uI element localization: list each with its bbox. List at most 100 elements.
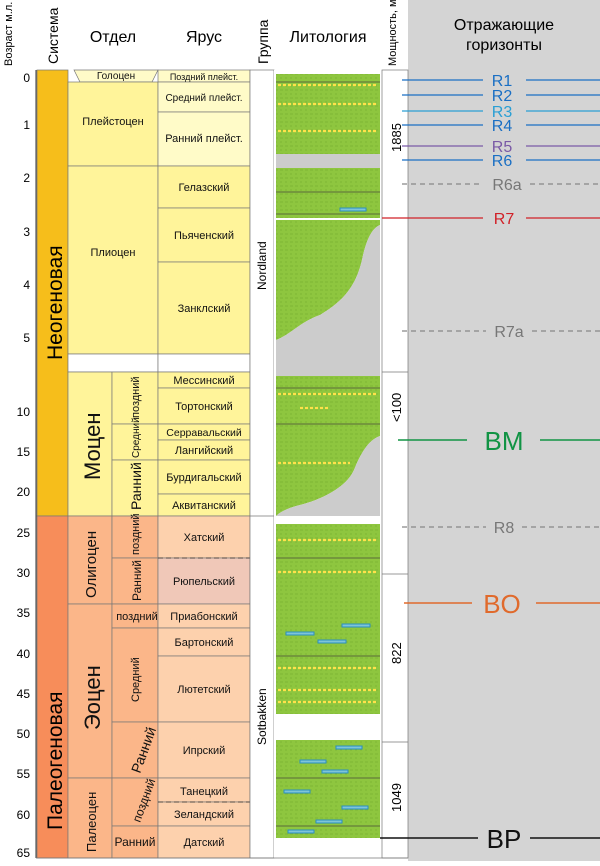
- eocene-cell: [67, 603, 113, 779]
- horizons: R1 R2 R3 R4 R5 R6 R6a R7 R7a BM: [380, 73, 600, 854]
- eocene-late-label: поздний: [116, 611, 158, 623]
- stage-cell: [157, 721, 251, 779]
- stage-cell: [157, 801, 251, 827]
- age-tick: 1: [23, 118, 30, 132]
- lithology-block: [276, 74, 380, 154]
- neogene-block: [36, 69, 69, 517]
- paleogene-label: Палеогеновая: [44, 691, 67, 830]
- miocene-middle-cell: [111, 423, 159, 461]
- lithology-wedge: [276, 432, 380, 516]
- stage-label: Танецкий: [180, 786, 228, 798]
- stage-label: Ипрский: [183, 745, 226, 757]
- stage-label: Бартонский: [175, 637, 234, 649]
- thickness-column: 1885 <100 822 1049: [381, 69, 409, 859]
- stage-label: Ранний плейст.: [165, 133, 243, 145]
- horizon-R2: R2: [492, 88, 513, 105]
- paleocene-cell: [67, 777, 113, 859]
- age-tick: 0: [23, 71, 30, 85]
- age-tick-labels: 0 1 2 3 4 5 10 15 20 25 30 35 40 45 50 5…: [17, 71, 31, 860]
- nordland-label: Nordland: [255, 241, 269, 290]
- age-tick: 40: [17, 647, 31, 661]
- stage-cell: [157, 387, 251, 425]
- sand-streaks: [278, 83, 378, 704]
- miocene-cell: [67, 371, 113, 517]
- eocene-middle-label: Средний: [130, 657, 142, 702]
- horizon-R6: R6: [492, 153, 513, 170]
- age-header: Возраст м.л.: [3, 2, 15, 66]
- horizons-header-2: горизонты: [466, 37, 542, 54]
- lithology-block: [276, 376, 380, 432]
- pliocene-label: Плиоцен: [91, 247, 136, 259]
- age-axis: 0 1 2 3 4 5 10 15 20 25 30 35 40 45 50 5…: [0, 70, 37, 861]
- oligocene-early-cell: [111, 557, 159, 605]
- stage-label: Бурдигальский: [166, 472, 241, 484]
- horizon-R8: R8: [494, 520, 515, 537]
- shale-lines: [276, 81, 380, 827]
- horizon-R1: R1: [492, 73, 513, 90]
- paleocene-early-label: Ранний: [115, 835, 156, 849]
- stage-label: Датский: [184, 837, 225, 849]
- holocene-label: Голоцен: [97, 71, 135, 82]
- miocene-middle-label: Средний: [131, 417, 142, 458]
- neogene-gap: [67, 353, 159, 373]
- pleistocene-label: Плейстоцен: [82, 116, 144, 128]
- miocene-label: Моцен: [80, 412, 105, 480]
- age-tick: 5: [23, 331, 30, 345]
- stage-label: Тортонский: [175, 401, 233, 413]
- system-header: Система: [45, 7, 61, 64]
- pliocene-cell: [67, 165, 159, 355]
- stage-cell: [157, 111, 251, 167]
- horizons-header-1: Отражающие: [454, 17, 554, 34]
- paleogene-block: [36, 515, 69, 859]
- sotbakken-label: Sotbakken: [255, 688, 269, 745]
- age-tick: 50: [17, 727, 31, 741]
- age-tick: 20: [17, 485, 31, 499]
- lithology-gap: [276, 714, 380, 740]
- oligocene-early-label: Ранний: [130, 560, 144, 601]
- stage-header: Ярус: [186, 29, 222, 46]
- system-column: Неогеновая Палеогеновая: [36, 69, 69, 859]
- thickness-100: <100: [389, 393, 404, 422]
- stage-cell: [157, 261, 251, 355]
- horizon-R5: R5: [492, 139, 513, 156]
- oligocene-late-label: поздний: [130, 513, 142, 555]
- series-header: Отдел: [90, 29, 136, 46]
- age-tick: 4: [23, 278, 30, 292]
- miocene-late-label: поздний: [130, 376, 142, 418]
- stage-cell: [157, 655, 251, 723]
- horizon-BP: BP: [487, 824, 522, 854]
- pleistocene-cell: [67, 81, 159, 167]
- oligocene-late-cell: [111, 515, 159, 559]
- neogene-label: Неогеновая: [44, 245, 67, 360]
- stage-cell: [157, 207, 251, 263]
- age-tick: 35: [17, 606, 31, 620]
- group-header: Группа: [255, 19, 271, 64]
- stage-cell: [157, 777, 251, 803]
- stage-label: Лангийский: [175, 445, 233, 457]
- age-tick: 60: [17, 808, 31, 822]
- age-tick: 10: [17, 405, 31, 419]
- stage-cell: [157, 459, 251, 495]
- stage-label: Зеландский: [174, 809, 234, 821]
- stage-cell: [157, 515, 251, 559]
- stage-cell: [157, 165, 251, 209]
- stage-label: Поздний плейст.: [170, 72, 238, 82]
- thickness-822: 822: [389, 642, 404, 664]
- stage-label: Рюпельский: [173, 576, 235, 588]
- group-column: Nordland Sotbakken: [249, 69, 275, 859]
- series-column: [67, 69, 159, 859]
- stage-column: [157, 69, 251, 859]
- lithology-column: [274, 70, 382, 858]
- horizon-R7: R7: [494, 211, 515, 228]
- stage-cell: [157, 603, 251, 629]
- horizon-R3: R3: [492, 104, 513, 121]
- lithology-gap-wedge: [276, 436, 380, 516]
- age-tick: 15: [17, 445, 31, 459]
- lithology-gap: [276, 154, 380, 168]
- age-tick: 55: [17, 767, 31, 781]
- stage-label: Мессинский: [173, 375, 234, 387]
- stage-label: Гелазский: [179, 182, 230, 194]
- age-tick: 30: [17, 566, 31, 580]
